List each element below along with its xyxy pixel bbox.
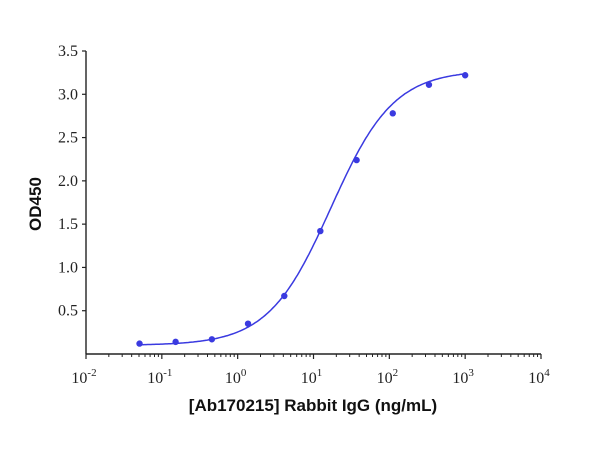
x-tick-label: 10-2 bbox=[71, 367, 96, 387]
data-point bbox=[172, 338, 179, 346]
y-tick-label: 2.5 bbox=[58, 130, 78, 147]
data-point bbox=[208, 336, 216, 343]
x-tick-label: 102 bbox=[377, 367, 399, 387]
data-point bbox=[244, 320, 252, 327]
data-point bbox=[461, 72, 469, 79]
y-tick-label: 2.0 bbox=[58, 173, 78, 190]
x-tick-label: 100 bbox=[225, 367, 247, 387]
x-axis-title: [Ab170215] Rabbit IgG (ng/mL) bbox=[189, 396, 437, 415]
fit-curve bbox=[139, 73, 466, 346]
y-tick-label: 3.5 bbox=[58, 43, 78, 60]
y-axis-title: OD450 bbox=[26, 177, 45, 231]
y-tick-label: 3.0 bbox=[58, 86, 78, 103]
x-tick-label: 10-1 bbox=[147, 367, 172, 387]
x-tick-label: 103 bbox=[452, 367, 474, 387]
data-point bbox=[389, 110, 396, 117]
data-point bbox=[281, 292, 288, 300]
data-point bbox=[317, 227, 324, 235]
data-point bbox=[136, 340, 143, 347]
y-tick-label: 1.0 bbox=[58, 259, 78, 276]
x-tick-label: 104 bbox=[528, 367, 550, 387]
x-tick-label: 101 bbox=[301, 367, 323, 387]
data-point bbox=[425, 81, 433, 88]
data-point bbox=[353, 156, 360, 164]
y-tick-label: 1.5 bbox=[58, 216, 78, 233]
y-tick-label: 0.5 bbox=[58, 303, 78, 320]
